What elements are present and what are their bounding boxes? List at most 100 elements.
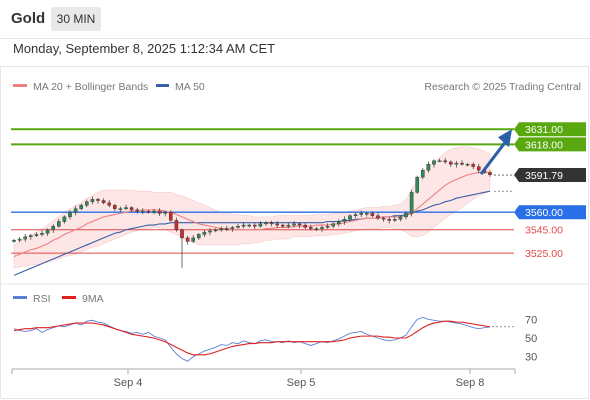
candle <box>180 228 184 269</box>
candle <box>275 221 280 229</box>
candle <box>477 163 481 174</box>
arrow-head <box>498 129 512 148</box>
candle <box>208 228 212 236</box>
candle-body <box>477 166 481 171</box>
candle <box>17 236 22 243</box>
candle <box>449 160 453 167</box>
candle-body <box>124 207 128 209</box>
candle <box>415 175 420 194</box>
candle <box>314 227 319 232</box>
candle-body <box>281 224 285 227</box>
candle <box>230 226 235 232</box>
candle-body <box>241 224 246 227</box>
chart-frame <box>0 66 589 399</box>
candle <box>387 217 392 224</box>
candle-body <box>224 228 229 230</box>
candle-body <box>57 221 61 227</box>
candle-body <box>90 199 95 202</box>
candle <box>135 207 140 214</box>
candle <box>96 197 100 204</box>
candle-body <box>168 212 173 221</box>
candle-body <box>314 228 319 230</box>
candle-body <box>96 199 100 201</box>
candle-body <box>415 176 420 193</box>
candle-body <box>393 219 397 221</box>
candle-body <box>208 230 212 233</box>
candle <box>191 235 196 243</box>
candle <box>471 162 476 170</box>
rsi-tick-30: 30 <box>525 352 537 364</box>
candle <box>252 222 257 230</box>
candle <box>202 229 207 237</box>
candle <box>185 235 190 245</box>
candle <box>107 200 111 208</box>
candle-body <box>202 231 207 235</box>
candle <box>443 157 448 164</box>
candle-body <box>325 226 330 228</box>
candle <box>118 206 123 212</box>
candle-body <box>432 160 436 165</box>
candle-body <box>230 227 235 229</box>
candle-body <box>247 224 252 227</box>
candle <box>432 159 436 168</box>
candle <box>90 196 95 205</box>
target-tag-bg-3618.00 <box>514 137 586 152</box>
candle <box>79 203 83 211</box>
candle <box>129 206 134 212</box>
candle-body <box>370 213 375 216</box>
candle <box>168 210 173 222</box>
candle-body <box>17 238 22 241</box>
candle <box>264 221 268 226</box>
candle <box>23 233 28 242</box>
candle-body <box>157 210 162 214</box>
rsi-ma-legend-swatch <box>62 296 76 299</box>
candle <box>437 158 442 163</box>
candle-body <box>286 224 291 227</box>
ma50-legend-swatch <box>156 84 169 87</box>
rsi-legend-label: RSI <box>33 293 51 305</box>
candle <box>370 211 375 218</box>
timeframe-button[interactable]: 30 MIN <box>51 7 101 31</box>
candle-body <box>426 164 431 171</box>
candle <box>331 222 336 229</box>
candle <box>57 218 61 228</box>
ma20-legend-label: MA 20 + Bollinger Bands <box>33 81 148 93</box>
target-tag-bg-3631.00 <box>514 122 586 137</box>
candle-body <box>365 213 369 215</box>
candle <box>404 211 408 220</box>
candle-body <box>152 210 156 213</box>
candle <box>359 210 364 218</box>
candle-body <box>387 219 392 221</box>
candle <box>34 232 39 237</box>
candle <box>112 203 117 212</box>
candle <box>62 215 67 224</box>
candle <box>286 222 291 229</box>
candle <box>124 204 128 211</box>
candle-body <box>353 214 358 216</box>
candle <box>163 210 168 217</box>
candle <box>303 222 308 229</box>
candle-body <box>12 240 16 242</box>
candle <box>45 228 50 236</box>
candle <box>174 217 179 232</box>
candle <box>376 212 380 221</box>
candle <box>101 198 106 205</box>
projection-arrow <box>479 129 512 175</box>
candle-body <box>359 213 364 215</box>
level-lines <box>11 128 514 254</box>
candle <box>409 189 414 217</box>
candle <box>157 208 162 216</box>
candle-body <box>376 215 380 219</box>
support-tag-3525.00: 3525.00 <box>525 248 563 260</box>
candle-body <box>140 210 145 213</box>
candle <box>488 170 492 177</box>
candle-body <box>471 164 476 167</box>
arrow-shaft <box>479 140 508 175</box>
candle-body <box>258 223 263 227</box>
x-tick-label: Sep 8 <box>456 377 485 389</box>
research-credit: Research © 2025 Trading Central <box>424 81 581 93</box>
current-tag-3591.79: 3591.79 <box>525 170 563 182</box>
candle <box>51 224 55 233</box>
candle <box>426 161 431 173</box>
ma50-legend-label: MA 50 <box>175 81 205 93</box>
